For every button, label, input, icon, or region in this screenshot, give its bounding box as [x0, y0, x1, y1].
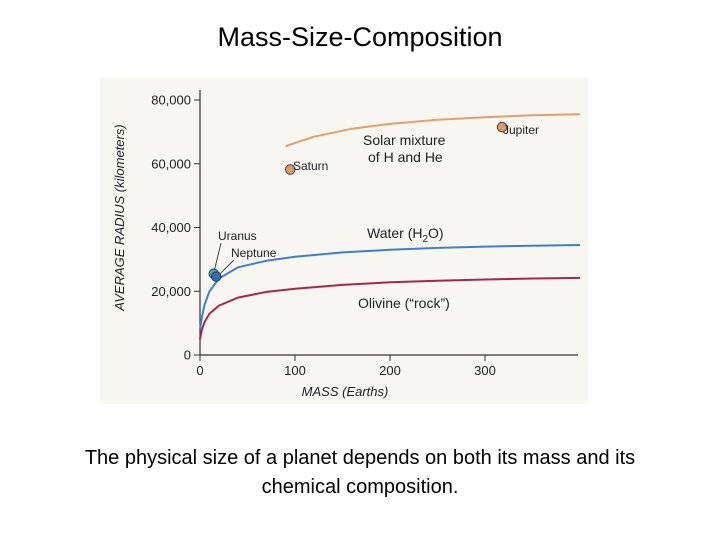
slide-title: Mass-Size-Composition: [217, 22, 503, 52]
x-axis-title: MASS (Earths): [302, 384, 389, 399]
axis-titles: MASS (Earths) AVERAGE RADIUS (kilometers): [112, 124, 388, 399]
planet-point-jupiter: [496, 121, 508, 133]
planet-point-saturn: [284, 164, 296, 175]
y-tick-label: 20,000: [151, 284, 191, 299]
planet-point-neptune: [210, 271, 222, 282]
x-tick-label: 300: [474, 363, 496, 378]
planet-label-neptune: Neptune: [231, 246, 277, 260]
planet-label-saturn: Saturn: [293, 159, 328, 173]
series-lines: [199, 113, 581, 340]
x-tick-label: 200: [379, 363, 401, 378]
y-tick-label: 60,000: [151, 156, 191, 171]
series-label-water: Water (H2O): [367, 225, 444, 245]
mass-radius-chart: 0 20,000 40,000 60,000 80,000 0 100 200 300 Sola…: [112, 90, 581, 399]
x-tick-label: 0: [196, 363, 203, 378]
planet-label-uranus: Uranus: [218, 229, 257, 243]
x-tick-label: 100: [284, 363, 306, 378]
neptune-pointer-line: [219, 259, 235, 274]
series-line-0: [285, 113, 581, 148]
uranus-pointer-line: [214, 242, 222, 269]
y-tick-label: 40,000: [151, 220, 191, 235]
y-tick-label: 0: [184, 348, 191, 363]
series-label-solar-line2: of H and He: [368, 149, 443, 165]
series-label-olivine: Olivine (“rock”): [358, 295, 450, 311]
chart-figure: 0 20,000 40,000 60,000 80,000 0 100 200 300 Sola…: [100, 78, 588, 404]
planet-label-jupiter: Jupiter: [503, 123, 539, 137]
series-line-2: [199, 276, 581, 340]
series-line-1: [199, 244, 581, 330]
axes: [194, 90, 578, 361]
y-axis-title: AVERAGE RADIUS (kilometers): [112, 124, 127, 311]
series-label-solar-line1: Solar mixture: [363, 132, 446, 148]
planet-points: Jupiter Saturn Uranus Neptune: [208, 121, 539, 282]
slide-caption: The physical size of a planet depends on…: [84, 447, 636, 498]
y-tick-label: 80,000: [151, 93, 191, 108]
tick-labels: 0 20,000 40,000 60,000 80,000 0 100 200 300: [151, 93, 496, 379]
